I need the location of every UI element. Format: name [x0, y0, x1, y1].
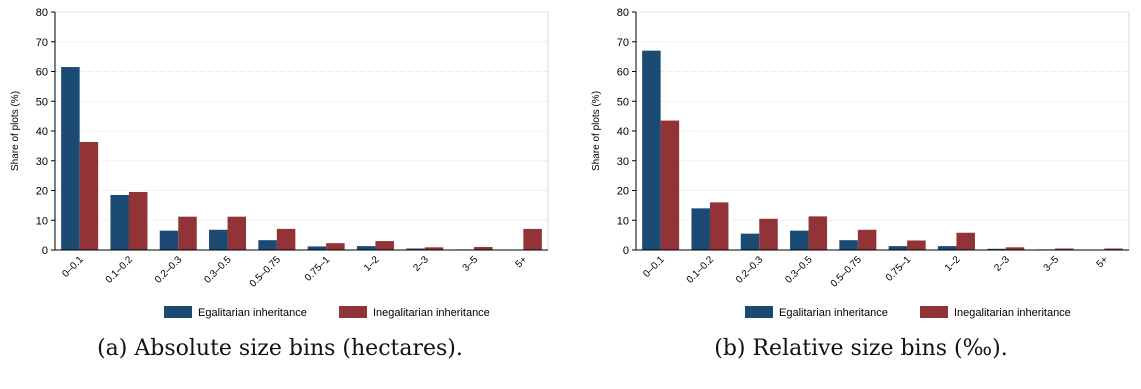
y-tick-label: 80: [617, 7, 629, 19]
y-axis-label: Share of plots (%): [10, 91, 21, 171]
bar-inegalitarian-2: [178, 217, 197, 250]
bar-inegalitarian-1: [710, 202, 729, 250]
legend-label-egalitarian: Egalitarian inheritance: [198, 307, 307, 319]
y-tick-label: 10: [36, 215, 48, 227]
x-tick-label: 1–2: [362, 254, 382, 274]
x-tick-label: 0.1–0.2: [104, 254, 136, 286]
x-tick-label: 0.75–1: [303, 254, 333, 284]
legend-swatch-inegalitarian: [339, 306, 367, 318]
bar-egalitarian-5: [889, 246, 908, 250]
y-tick-label: 10: [617, 215, 629, 227]
bar-inegalitarian-6: [375, 241, 394, 250]
x-tick-label: 2–3: [411, 254, 431, 274]
y-tick-label: 30: [36, 156, 48, 168]
bar-inegalitarian-3: [228, 217, 247, 250]
bar-egalitarian-4: [258, 240, 277, 250]
y-tick-label: 20: [36, 186, 48, 198]
bar-inegalitarian-4: [277, 229, 296, 250]
y-tick-label: 50: [617, 96, 629, 108]
bar-egalitarian-3: [209, 230, 228, 250]
x-tick-label: 0.5–0.75: [248, 254, 284, 290]
bar-inegalitarian-4: [858, 230, 877, 250]
y-tick-label: 0: [42, 245, 48, 257]
x-tick-label: 5+: [514, 254, 530, 270]
y-tick-label: 40: [617, 126, 629, 138]
bar-chart-b: 0 10 20 30 40 50 60 70 80 Share of plots (%) 0–0.1…: [581, 0, 1141, 330]
x-tick-label: 1–2: [943, 254, 963, 274]
y-tick-label: 0: [623, 245, 629, 257]
y-axis-label: Share of plots (%): [591, 91, 602, 171]
x-tick-label: 0.3–0.5: [202, 254, 234, 286]
bar-inegalitarian-6: [956, 233, 975, 250]
legend-label-inegalitarian: Inegalitarian inheritance: [954, 307, 1071, 319]
x-tick-label: 0–0.1: [60, 254, 86, 280]
bar-egalitarian-0: [642, 51, 661, 250]
x-tick-label: 0.1–0.2: [685, 254, 717, 286]
x-tick-label: 0–0.1: [641, 254, 667, 280]
x-tick-label: 2–3: [992, 254, 1012, 274]
bar-egalitarian-2: [741, 234, 760, 250]
y-tick-label: 70: [36, 37, 48, 49]
bar-inegalitarian-9: [523, 229, 542, 250]
bar-inegalitarian-5: [326, 243, 345, 250]
bar-egalitarian-1: [691, 208, 710, 250]
bar-egalitarian-6: [938, 246, 957, 250]
legend-label-egalitarian: Egalitarian inheritance: [779, 307, 888, 319]
bar-inegalitarian-3: [809, 216, 828, 250]
y-tick-label: 60: [617, 67, 629, 79]
x-tick-label: 0.2–0.3: [734, 254, 766, 286]
legend-label-inegalitarian: Inegalitarian inheritance: [373, 307, 490, 319]
legend-swatch-egalitarian: [164, 306, 192, 318]
x-tick-label: 3–5: [461, 254, 481, 274]
y-tick-label: 20: [617, 186, 629, 198]
legend-swatch-egalitarian: [745, 306, 773, 318]
y-tick-label: 30: [617, 156, 629, 168]
bar-inegalitarian-2: [759, 219, 778, 250]
y-tick-label: 50: [36, 96, 48, 108]
y-tick-label: 40: [36, 126, 48, 138]
bar-egalitarian-6: [357, 246, 376, 250]
x-tick-label: 0.3–0.5: [783, 254, 815, 286]
chart-panel-b: 0 10 20 30 40 50 60 70 80 Share of plots (%) 0–0.1…: [581, 0, 1141, 389]
bar-inegalitarian-1: [129, 192, 148, 250]
y-tick-label: 70: [617, 37, 629, 49]
chart-caption-a: (a) Absolute size bins (hectares).: [0, 336, 560, 361]
x-tick-label: 3–5: [1042, 254, 1062, 274]
bar-inegalitarian-0: [80, 142, 99, 250]
bar-egalitarian-1: [110, 195, 129, 250]
chart-panel-a: 0 10 20 30 40 50 60 70 80 Share of plots (%) 0–0.1…: [0, 0, 560, 389]
bar-egalitarian-5: [308, 246, 327, 250]
bar-chart-a: 0 10 20 30 40 50 60 70 80 Share of plots (%) 0–0.1…: [0, 0, 560, 330]
bar-inegalitarian-5: [907, 240, 926, 250]
y-tick-label: 80: [36, 7, 48, 19]
x-tick-label: 0.75–1: [884, 254, 914, 284]
bar-egalitarian-0: [61, 67, 80, 250]
bar-egalitarian-4: [839, 240, 858, 250]
bar-egalitarian-3: [790, 231, 809, 250]
x-tick-label: 0.5–0.75: [829, 254, 865, 290]
chart-caption-b: (b) Relative size bins (‰).: [581, 336, 1141, 361]
x-tick-label: 0.2–0.3: [153, 254, 185, 286]
legend-swatch-inegalitarian: [920, 306, 948, 318]
bar-inegalitarian-0: [661, 121, 680, 250]
bar-egalitarian-2: [160, 231, 179, 250]
y-tick-label: 60: [36, 67, 48, 79]
x-tick-label: 5+: [1095, 254, 1111, 270]
